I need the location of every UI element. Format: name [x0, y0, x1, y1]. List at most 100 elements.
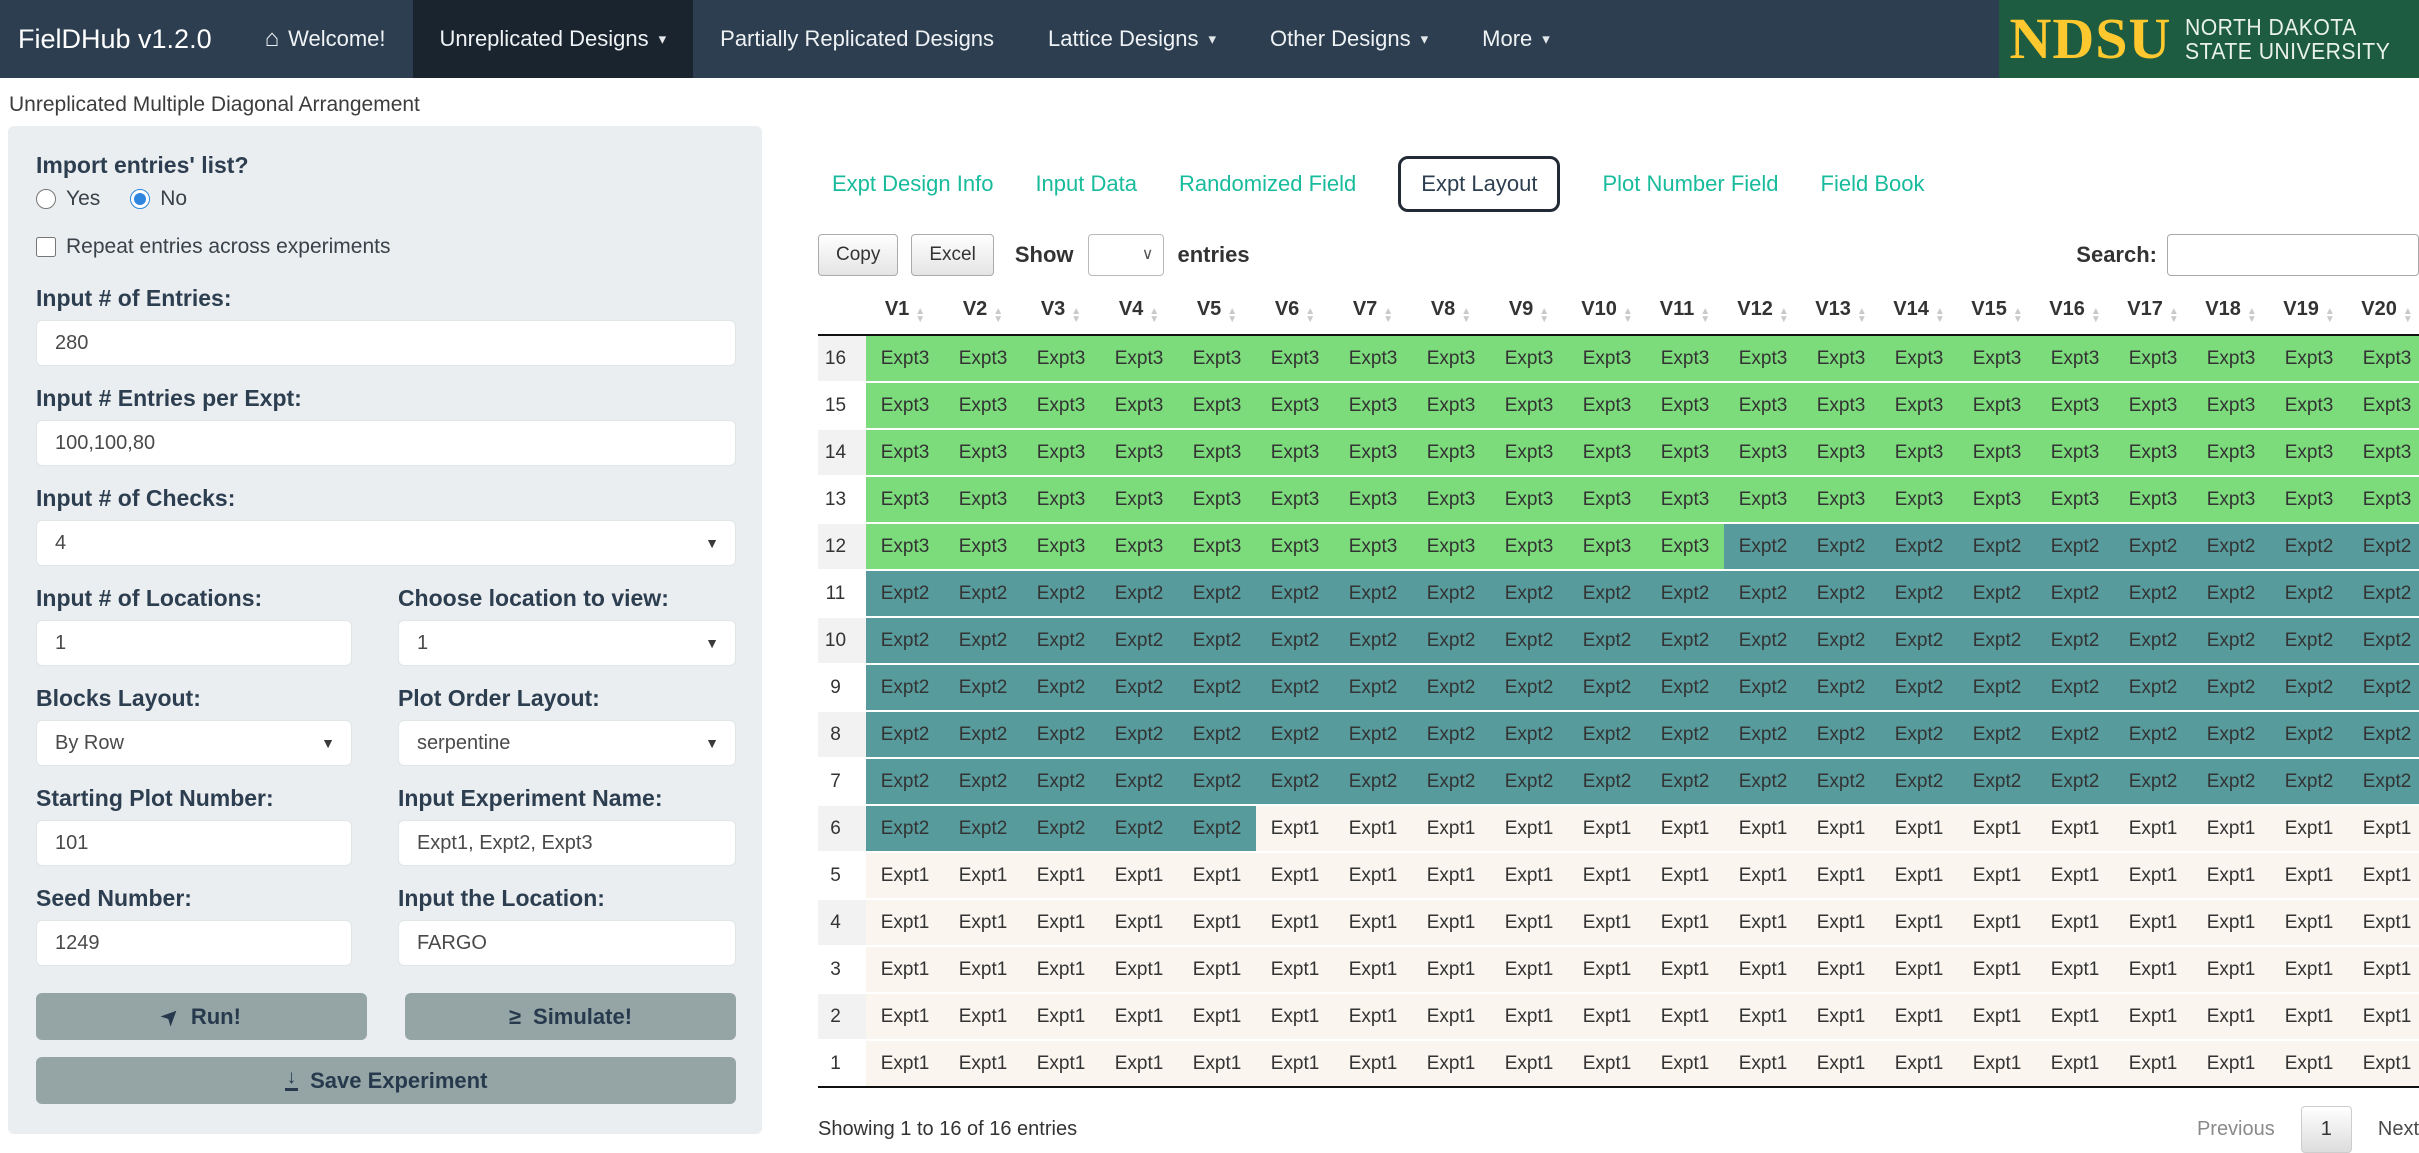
search-input[interactable]: [2167, 234, 2419, 276]
layout-cell: Expt3: [1724, 335, 1802, 382]
sort-icon[interactable]: ▲▼: [1461, 308, 1471, 324]
nav-item-other-designs[interactable]: Other Designs▾: [1243, 0, 1455, 78]
nav-item-more[interactable]: More▾: [1455, 0, 1577, 78]
location-name-input[interactable]: [398, 920, 736, 966]
location-view-label: Choose location to view:: [398, 585, 736, 612]
copy-button[interactable]: Copy: [818, 234, 898, 276]
column-header-v10[interactable]: V10▲▼: [1568, 292, 1646, 335]
layout-cell: Expt2: [2348, 664, 2419, 711]
column-header-v16[interactable]: V16▲▼: [2036, 292, 2114, 335]
entries-input[interactable]: [36, 320, 736, 366]
checks-select[interactable]: 4 ▼: [36, 520, 736, 566]
layout-cell: Expt3: [2036, 382, 2114, 429]
layout-cell: Expt3: [1100, 476, 1178, 523]
column-header-v1[interactable]: V1▲▼: [866, 292, 944, 335]
column-header-v11[interactable]: V11▲▼: [1646, 292, 1724, 335]
tab-randomized-field[interactable]: Randomized Field: [1179, 171, 1356, 197]
layout-cell: Expt2: [1802, 758, 1880, 805]
entries-length-select[interactable]: ∨: [1088, 234, 1164, 276]
excel-button[interactable]: Excel: [911, 234, 993, 276]
column-header-v3[interactable]: V3▲▼: [1022, 292, 1100, 335]
sort-icon[interactable]: ▲▼: [1305, 308, 1315, 324]
location-view-select[interactable]: 1 ▼: [398, 620, 736, 666]
column-header-v7[interactable]: V7▲▼: [1334, 292, 1412, 335]
ndsu-acronym: NDSU: [2009, 10, 2171, 68]
blocks-layout-select[interactable]: By Row ▼: [36, 720, 352, 766]
plot-order-select[interactable]: serpentine ▼: [398, 720, 736, 766]
sort-icon[interactable]: ▲▼: [2247, 308, 2257, 324]
column-header-v9[interactable]: V9▲▼: [1490, 292, 1568, 335]
tab-input-data[interactable]: Input Data: [1035, 171, 1137, 197]
save-experiment-button[interactable]: ↓ Save Experiment: [36, 1057, 736, 1104]
layout-cell: Expt1: [866, 946, 944, 993]
run-button[interactable]: ➤ Run!: [36, 993, 367, 1040]
table-row-7: 7Expt2Expt2Expt2Expt2Expt2Expt2Expt2Expt…: [818, 758, 2419, 805]
column-header-v2[interactable]: V2▲▼: [944, 292, 1022, 335]
sort-icon[interactable]: ▲▼: [2403, 308, 2413, 324]
layout-cell: Expt1: [1958, 1040, 2036, 1087]
tab-expt-layout[interactable]: Expt Layout: [1398, 156, 1560, 212]
column-header-v13[interactable]: V13▲▼: [1802, 292, 1880, 335]
sort-icon[interactable]: ▲▼: [2091, 308, 2101, 324]
expt-name-input[interactable]: [398, 820, 736, 866]
table-row-12: 12Expt3Expt3Expt3Expt3Expt3Expt3Expt3Exp…: [818, 523, 2419, 570]
nav-item-welcome[interactable]: ⌂Welcome!: [238, 0, 413, 78]
sort-icon[interactable]: ▲▼: [1857, 308, 1867, 324]
page-1-button[interactable]: 1: [2301, 1106, 2352, 1153]
tab-plot-number-field[interactable]: Plot Number Field: [1602, 171, 1778, 197]
sort-icon[interactable]: ▲▼: [915, 308, 925, 324]
sort-icon[interactable]: ▲▼: [1149, 308, 1159, 324]
column-header-v6[interactable]: V6▲▼: [1256, 292, 1334, 335]
column-header-v14[interactable]: V14▲▼: [1880, 292, 1958, 335]
nav-item-lattice-designs[interactable]: Lattice Designs▾: [1021, 0, 1243, 78]
previous-page-button[interactable]: Previous: [2197, 1118, 2275, 1141]
sort-icon[interactable]: ▲▼: [2325, 308, 2335, 324]
sort-icon[interactable]: ▲▼: [2169, 308, 2179, 324]
chevron-down-icon: ▼: [705, 535, 719, 551]
sort-icon[interactable]: ▲▼: [1935, 308, 1945, 324]
sort-icon[interactable]: ▲▼: [993, 308, 1003, 324]
column-header-v15[interactable]: V15▲▼: [1958, 292, 2036, 335]
sort-icon[interactable]: ▲▼: [1623, 308, 1633, 324]
table-row-9: 9Expt2Expt2Expt2Expt2Expt2Expt2Expt2Expt…: [818, 664, 2419, 711]
tab-expt-design-info[interactable]: Expt Design Info: [832, 171, 993, 197]
tab-field-book[interactable]: Field Book: [1821, 171, 1925, 197]
sort-icon[interactable]: ▲▼: [1071, 308, 1081, 324]
radio-no-input[interactable]: [130, 189, 150, 209]
layout-cell: Expt2: [1490, 664, 1568, 711]
starting-plot-input[interactable]: [36, 820, 352, 866]
column-header-v12[interactable]: V12▲▼: [1724, 292, 1802, 335]
nav-item-partially-replicated-designs[interactable]: Partially Replicated Designs: [693, 0, 1021, 78]
seed-input[interactable]: [36, 920, 352, 966]
layout-cell: Expt3: [1490, 476, 1568, 523]
column-header-v19[interactable]: V19▲▼: [2270, 292, 2348, 335]
entries-per-expt-input[interactable]: [36, 420, 736, 466]
column-header-v20[interactable]: V20▲▼: [2348, 292, 2419, 335]
repeat-entries-checkbox-row[interactable]: Repeat entries across experiments: [36, 235, 736, 259]
simulate-button[interactable]: ≥ Simulate!: [405, 993, 736, 1040]
column-header-v18[interactable]: V18▲▼: [2192, 292, 2270, 335]
sort-icon[interactable]: ▲▼: [1539, 308, 1549, 324]
layout-cell: Expt2: [1022, 711, 1100, 758]
column-header-v4[interactable]: V4▲▼: [1100, 292, 1178, 335]
column-header-v17[interactable]: V17▲▼: [2114, 292, 2192, 335]
sort-icon[interactable]: ▲▼: [1383, 308, 1393, 324]
radio-option-no[interactable]: No: [130, 187, 187, 211]
sort-icon[interactable]: ▲▼: [2013, 308, 2023, 324]
column-header-v8[interactable]: V8▲▼: [1412, 292, 1490, 335]
next-page-button[interactable]: Next: [2378, 1118, 2419, 1141]
table-row-10: 10Expt2Expt2Expt2Expt2Expt2Expt2Expt2Exp…: [818, 617, 2419, 664]
layout-cell: Expt1: [1958, 899, 2036, 946]
locations-input[interactable]: [36, 620, 352, 666]
column-header-v5[interactable]: V5▲▼: [1178, 292, 1256, 335]
repeat-entries-checkbox[interactable]: [36, 237, 56, 257]
sort-icon[interactable]: ▲▼: [1779, 308, 1789, 324]
radio-yes-input[interactable]: [36, 189, 56, 209]
layout-cell: Expt2: [1256, 711, 1334, 758]
radio-no-label: No: [160, 187, 187, 211]
sort-icon[interactable]: ▲▼: [1227, 308, 1237, 324]
radio-option-yes[interactable]: Yes: [36, 187, 100, 211]
nav-item-unreplicated-designs[interactable]: Unreplicated Designs▾: [413, 0, 694, 78]
sort-icon[interactable]: ▲▼: [1700, 308, 1710, 324]
layout-cell: Expt3: [2036, 335, 2114, 382]
